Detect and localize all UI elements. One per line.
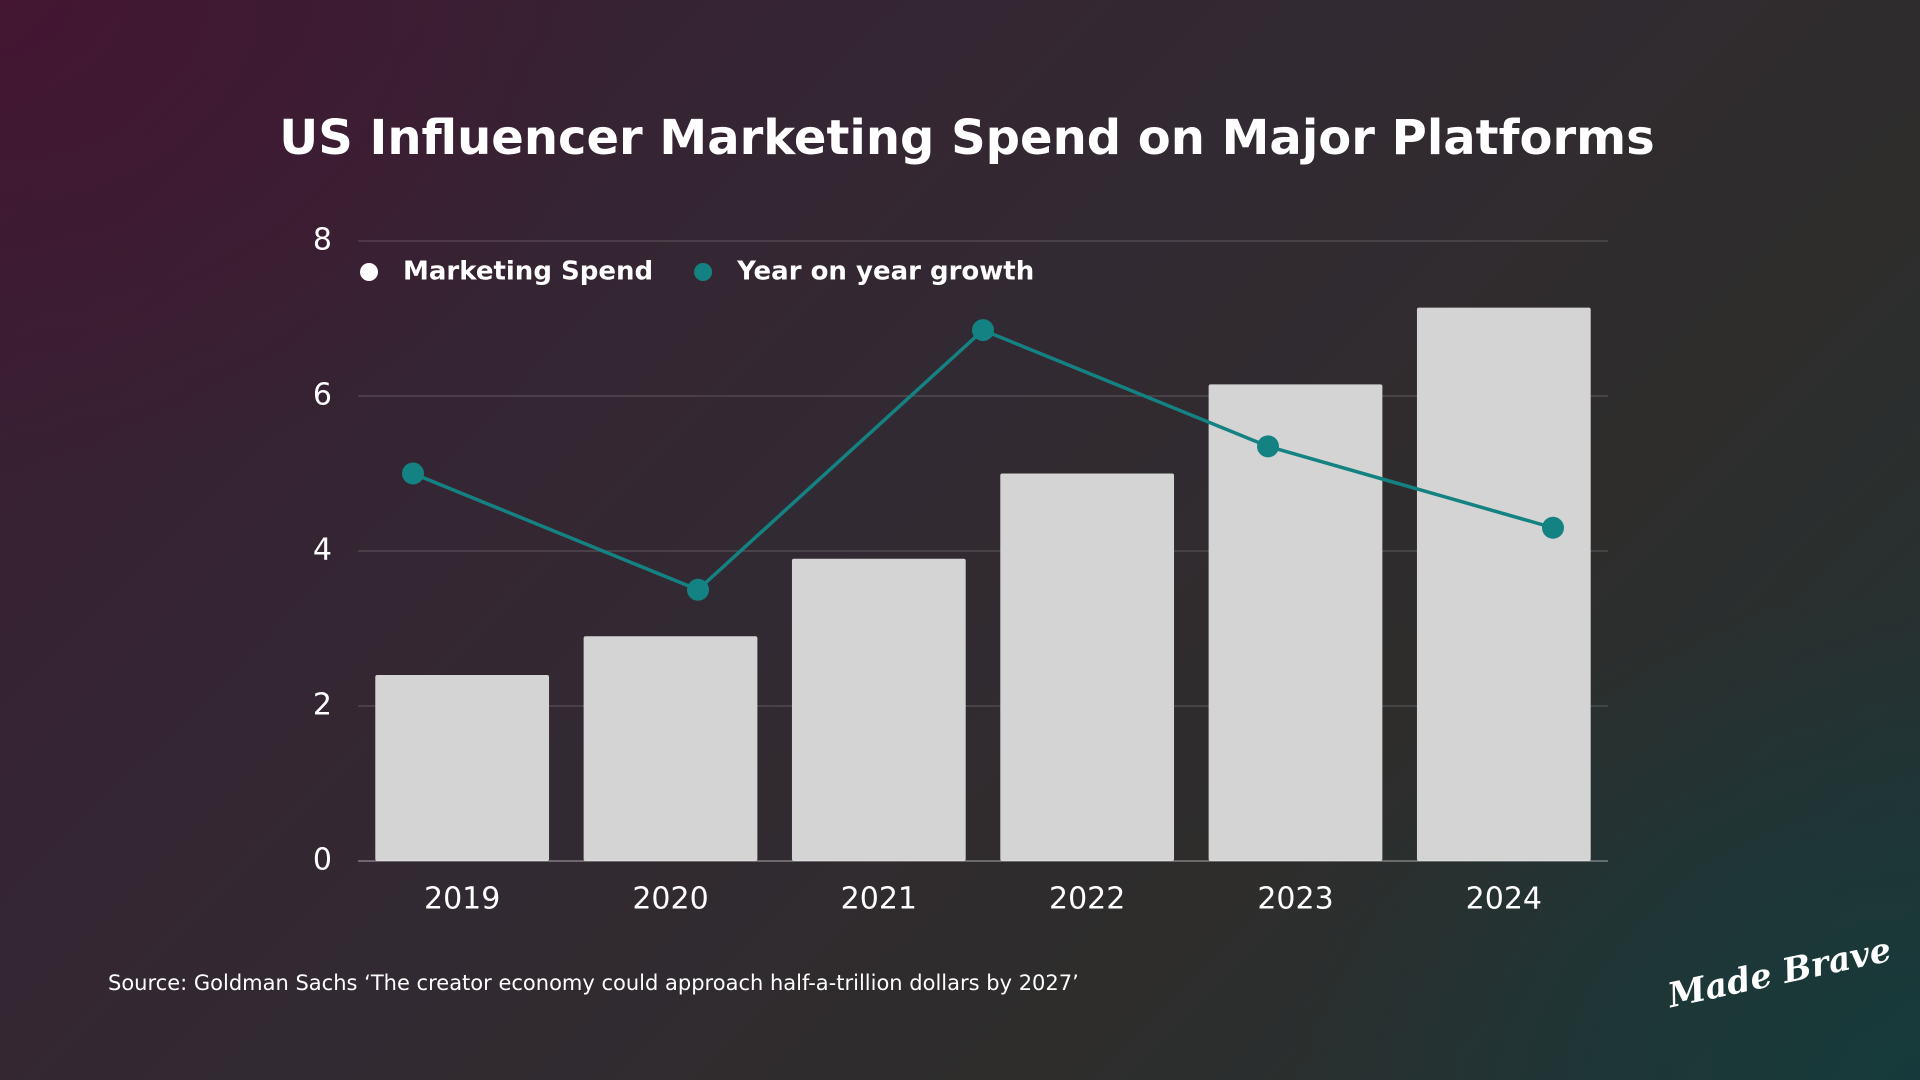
legend-label: Year on year growth xyxy=(736,257,1034,287)
legend-marker xyxy=(694,263,713,281)
growth-point xyxy=(1257,435,1279,458)
bar xyxy=(583,636,758,861)
logo: Made Brave xyxy=(1663,930,1894,1017)
growth-point xyxy=(1542,516,1564,539)
y-tick-label: 6 xyxy=(313,378,332,413)
source-note: Source: Goldman Sachs ‘The creator econo… xyxy=(108,971,1079,995)
growth-point xyxy=(972,319,994,342)
y-tick-label: 8 xyxy=(313,223,332,258)
x-tick-label: 2022 xyxy=(1049,882,1125,917)
legend-marker xyxy=(360,263,378,281)
bar xyxy=(791,558,966,861)
growth-point xyxy=(402,462,424,485)
growth-point xyxy=(687,578,709,601)
y-tick-label: 0 xyxy=(313,843,332,878)
x-tick-label: 2023 xyxy=(1257,882,1333,917)
y-tick-label: 2 xyxy=(313,688,332,723)
legend-label: Marketing Spend xyxy=(403,257,653,287)
x-tick-label: 2019 xyxy=(424,882,500,917)
bar xyxy=(1000,473,1175,861)
chart-title: US Influencer Marketing Spend on Major P… xyxy=(279,110,1654,166)
y-tick-label: 4 xyxy=(313,533,332,568)
bar xyxy=(375,675,550,861)
bar xyxy=(1208,384,1383,861)
x-tick-label: 2020 xyxy=(632,882,708,917)
x-tick-label: 2024 xyxy=(1466,882,1542,917)
bar xyxy=(1416,307,1591,861)
x-tick-label: 2021 xyxy=(841,882,917,917)
